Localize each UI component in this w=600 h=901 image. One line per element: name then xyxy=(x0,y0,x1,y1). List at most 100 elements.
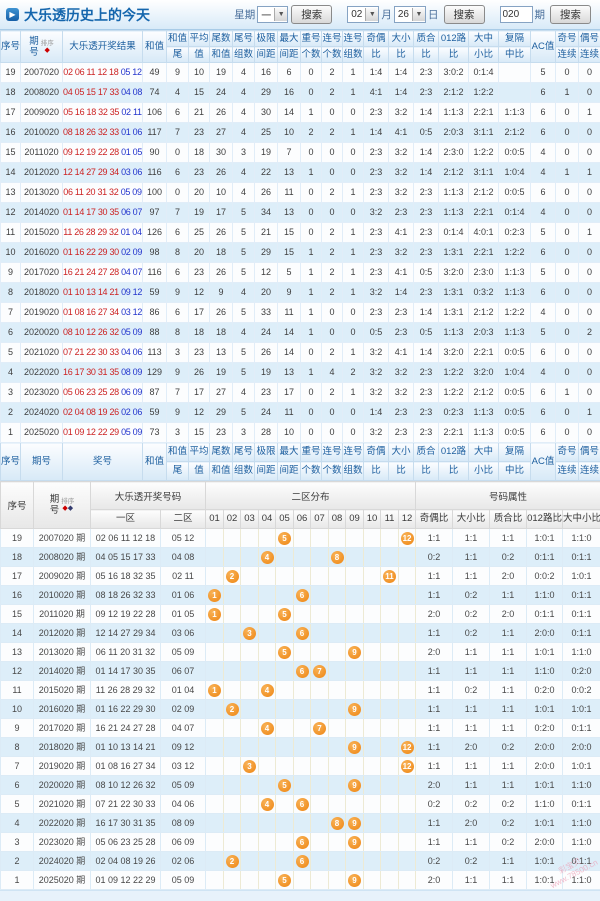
ball-column-header: 05 xyxy=(276,510,294,529)
draw-result: 08 18 26 32 33 01 06 xyxy=(63,123,143,143)
column-header: 尾号 xyxy=(233,443,255,462)
column-header: 012路 xyxy=(439,443,469,462)
column-header: 连号 xyxy=(322,31,343,47)
chevron-down-icon: ▼ xyxy=(365,8,378,21)
draw-result: 08 10 12 26 32 05 09 xyxy=(63,323,143,343)
draw-result: 06 11 20 31 32 05 09 xyxy=(63,183,143,203)
lottery-ball: 6 xyxy=(296,589,309,602)
ball-column-header: 03 xyxy=(241,510,259,529)
ball-column-header: 02 xyxy=(224,510,241,529)
lottery-ball: 1 xyxy=(208,589,221,602)
chevron-down-icon: ▼ xyxy=(412,8,425,21)
lottery-ball: 5 xyxy=(278,779,291,792)
lottery-ball: 12 xyxy=(401,760,414,773)
draw-result: 01 10 13 14 21 09 12 xyxy=(63,283,143,303)
column-header: 组数 xyxy=(343,462,364,481)
column-header: AC值 xyxy=(531,31,556,63)
sort-desc-icon: ◆ xyxy=(68,505,73,512)
sort-control[interactable]: 排序◆◆ xyxy=(61,498,74,512)
lottery-ball: 5 xyxy=(278,532,291,545)
week-select[interactable]: 一▼ xyxy=(257,6,288,23)
column-header: 组数 xyxy=(233,462,255,481)
lottery-ball: 12 xyxy=(401,532,414,545)
column-header: 012路 xyxy=(439,31,469,47)
column-header: 序号 xyxy=(1,31,21,63)
draw-result: 05 16 18 32 35 02 11 xyxy=(63,103,143,123)
column-header: 连续 xyxy=(556,47,579,63)
column-header: 比 xyxy=(364,47,389,63)
month-label: 月 xyxy=(381,7,392,22)
column-header: 质合 xyxy=(414,443,439,462)
lottery-ball: 9 xyxy=(348,836,361,849)
column-header: 大中 xyxy=(469,31,499,47)
week-search-button[interactable]: 搜索 xyxy=(291,5,332,24)
column-header: 尾 xyxy=(167,47,189,63)
search-controls: 星期 一▼ 搜索 02▼ 月 26▼ 日 搜索 期 搜索 xyxy=(232,5,594,24)
column-header: 质合 xyxy=(414,31,439,47)
lottery-ball: 2 xyxy=(226,855,239,868)
column-header: 比 xyxy=(364,462,389,481)
draw-result: 01 16 22 29 30 02 09 xyxy=(63,243,143,263)
column-header: 复隔 xyxy=(499,31,531,47)
date-search-button[interactable]: 搜索 xyxy=(444,5,485,24)
lottery-ball: 8 xyxy=(331,817,344,830)
draw-result: 02 06 11 12 18 05 12 xyxy=(63,63,143,83)
column-header: 大小 xyxy=(389,31,414,47)
lottery-ball: 5 xyxy=(278,608,291,621)
column-header: 连号 xyxy=(322,443,343,462)
column-header: 极限 xyxy=(255,31,278,47)
month-select[interactable]: 02▼ xyxy=(347,6,379,23)
lottery-ball: 9 xyxy=(348,817,361,830)
column-header: 个数 xyxy=(301,462,322,481)
column-header: 比 xyxy=(389,462,414,481)
lottery-ball: 3 xyxy=(243,760,256,773)
column-header: 012路比 xyxy=(527,510,563,529)
lottery-ball: 2 xyxy=(226,703,239,716)
draw-result: 04 05 15 17 33 04 08 xyxy=(63,83,143,103)
issue-search-button[interactable]: 搜索 xyxy=(550,5,591,24)
column-header: 和值 xyxy=(143,443,167,481)
column-header: 连号 xyxy=(343,443,364,462)
column-header: 比 xyxy=(389,47,414,63)
draw-result: 11 26 28 29 32 01 04 xyxy=(63,223,143,243)
column-header: 尾数 xyxy=(210,443,233,462)
lottery-ball: 4 xyxy=(261,684,274,697)
column-header: 期号排序◆ xyxy=(21,31,63,63)
column-header: 大小比 xyxy=(453,510,490,529)
column-header: 号码属性 xyxy=(416,482,600,510)
lottery-ball: 6 xyxy=(296,836,309,849)
week-label: 星期 xyxy=(234,7,255,22)
draw-result: 05 06 23 25 28 06 09 xyxy=(63,383,143,403)
column-header: 组数 xyxy=(343,47,364,63)
lottery-ball: 6 xyxy=(296,855,309,868)
day-select[interactable]: 26▼ xyxy=(394,6,426,23)
column-header: 序号 xyxy=(1,443,21,481)
column-header: 二区分布 xyxy=(206,482,416,510)
column-header: 大乐透开奖号码 xyxy=(91,482,206,510)
column-header: 大小 xyxy=(389,443,414,462)
sort-asc-icon: ◆ xyxy=(45,47,50,54)
column-header: 期号排序◆◆ xyxy=(34,482,91,529)
sort-control[interactable]: 排序◆ xyxy=(41,40,54,54)
issue-input[interactable] xyxy=(500,6,533,23)
column-header: 重号 xyxy=(301,31,322,47)
column-header: 期号 xyxy=(21,443,63,481)
column-header: 和值 xyxy=(210,462,233,481)
history-stats-header: 序号期号排序◆大乐透开奖结果和值和值平均尾数尾号极限最大重号连号连号奇偶大小质合… xyxy=(1,31,600,63)
